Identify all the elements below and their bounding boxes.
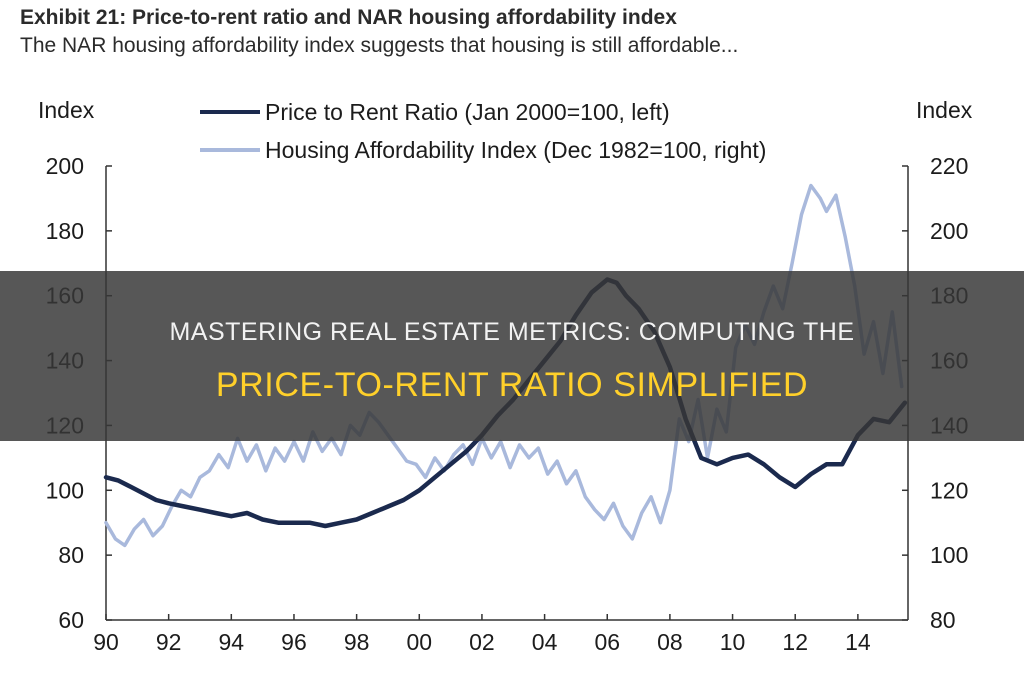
chart-subtitle: The NAR housing affordability index sugg… [20,34,738,57]
right-tick-label: 100 [930,542,968,568]
x-tick-label: 10 [720,629,746,655]
banner-heading: Mastering Real Estate Metrics: Computing… [169,318,855,346]
x-tick-label: 14 [845,629,871,655]
legend-label-price-to-rent: Price to Rent Ratio (Jan 2000=100, left) [265,99,670,125]
x-tick-label: 94 [219,629,245,655]
x-tick-label: 98 [344,629,370,655]
legend-label-affordability: Housing Affordability Index (Dec 1982=10… [265,137,766,163]
right-axis-unit: Index [916,97,973,123]
x-tick-label: 04 [532,629,558,655]
x-tick-label: 12 [782,629,808,655]
x-tick-label: 02 [469,629,495,655]
x-tick-label: 08 [657,629,683,655]
chart-title: Exhibit 21: Price-to-rent ratio and NAR … [20,6,677,29]
x-tick-label: 90 [93,629,119,655]
right-tick-label: 80 [930,607,956,633]
x-tick-label: 92 [156,629,182,655]
left-tick-label: 60 [58,607,84,633]
left-tick-label: 200 [46,153,84,179]
left-tick-label: 100 [46,477,84,503]
x-tick-label: 00 [406,629,432,655]
x-tick-label: 06 [594,629,620,655]
right-tick-label: 120 [930,477,968,503]
left-tick-label: 80 [58,542,84,568]
x-tick-label: 96 [281,629,307,655]
left-tick-label: 180 [46,218,84,244]
legend: Price to Rent Ratio (Jan 2000=100, left)… [200,99,766,163]
right-tick-label: 200 [930,218,968,244]
left-axis-unit: Index [38,97,95,123]
right-tick-label: 220 [930,153,968,179]
banner-subheading: Price-To-Rent Ratio Simplified [215,366,809,404]
title-banner [0,271,1024,441]
